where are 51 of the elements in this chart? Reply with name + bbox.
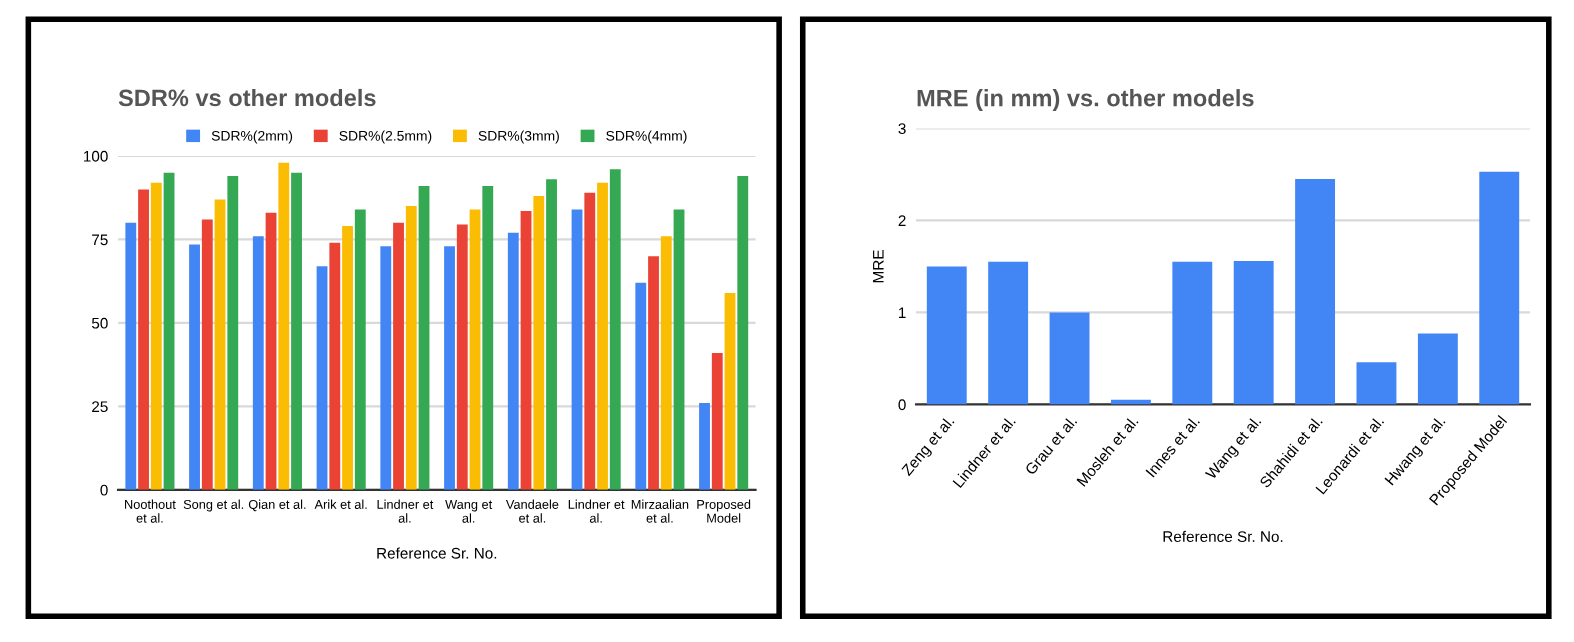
bar [1049,312,1090,405]
bar [278,162,290,490]
bar [737,176,749,490]
chart-title: MRE (in mm) vs. other models [917,89,1254,112]
bar [201,219,213,490]
bar [673,209,685,490]
bar [214,199,226,490]
chart-title: SDR% vs other models [118,88,376,107]
bar [418,186,430,490]
bar [520,211,532,490]
bar [1479,171,1520,405]
bar [354,209,366,490]
bar [1356,362,1397,405]
bar [571,209,583,490]
bar [227,176,239,490]
bar [1295,179,1336,405]
bar [189,244,200,490]
bar [660,236,672,490]
bar [1233,260,1274,405]
bar [393,222,404,490]
bar [533,196,545,490]
bar [329,242,341,490]
bar [380,246,392,490]
bar [456,224,468,490]
bar [648,256,659,490]
bar [444,246,455,490]
bar [1172,261,1213,405]
bar [291,172,302,490]
bar [482,186,494,490]
bar [546,179,557,490]
bar [597,182,608,490]
bar [724,292,736,490]
bar [316,266,328,490]
bar [635,282,647,490]
bar [584,192,596,490]
bar [988,261,1029,405]
bar [1417,333,1458,405]
bar [265,212,277,490]
bar [507,232,519,490]
bar [252,236,264,490]
bar [138,189,149,490]
bar [342,226,353,490]
bar [699,403,710,490]
bar [469,209,481,490]
bar [926,266,967,405]
bar [163,172,175,490]
bar [405,206,417,490]
bar [125,222,137,490]
bar [711,352,723,490]
bar [150,182,162,490]
bar [609,169,621,490]
